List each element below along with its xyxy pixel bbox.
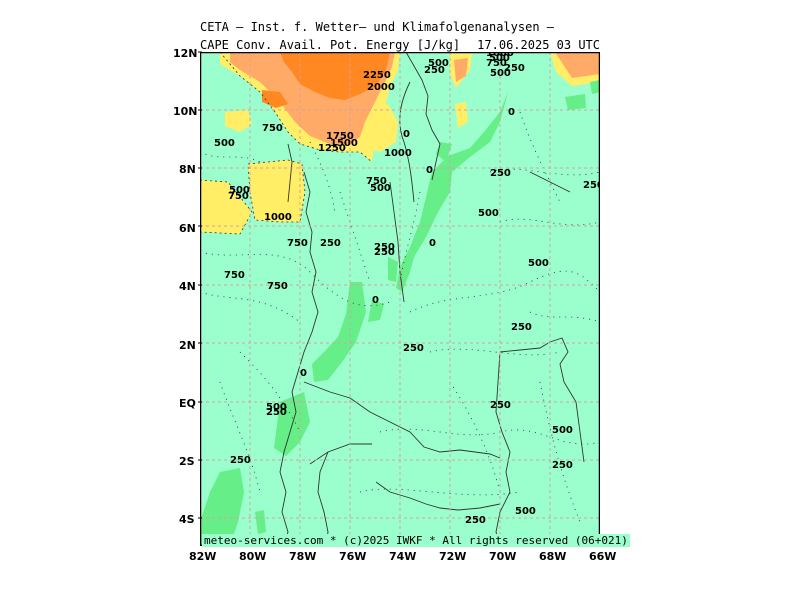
contour-label: 250 bbox=[374, 242, 395, 253]
map-panel: 2250 2000 1750 1500 1250 1000 750 500 25… bbox=[199, 48, 604, 547]
contour-label: 750 bbox=[262, 123, 283, 134]
contour-label: 2250 bbox=[363, 70, 391, 81]
contour-label: 0 bbox=[508, 107, 515, 118]
contour-label: 1000 bbox=[264, 212, 292, 223]
contour-label: 1500 bbox=[330, 138, 358, 149]
contour-label: 500 bbox=[428, 58, 449, 69]
contour-label: 1000 bbox=[384, 148, 412, 159]
contour-label: 500 bbox=[490, 68, 511, 79]
contour-label: 250 bbox=[490, 168, 511, 179]
lat-label: 8N bbox=[179, 163, 196, 176]
contour-label: 250 bbox=[583, 180, 600, 191]
contour-label: 1250 bbox=[318, 143, 346, 154]
contour-label: 250 bbox=[552, 460, 573, 471]
contour-label: 0 bbox=[403, 129, 410, 140]
contour-label: 1750 bbox=[326, 131, 354, 142]
contour-label: 250 bbox=[504, 63, 525, 74]
lon-label: 66W bbox=[589, 550, 616, 563]
lon-label: 70W bbox=[489, 550, 516, 563]
contour-label: 500 bbox=[478, 208, 499, 219]
map-subtitle: CAPE Conv. Avail. Pot. Energy [J/kg] 17.… bbox=[200, 38, 600, 52]
contour-label: 250 bbox=[403, 343, 424, 354]
contour-label: 750 bbox=[366, 176, 387, 187]
contour-label: 0 bbox=[426, 165, 433, 176]
contour-label: 500 bbox=[266, 402, 287, 413]
longitude-axis: 82W 80W 78W 76W 74W 72W 70W 68W 66W bbox=[189, 550, 616, 563]
lon-label: 82W bbox=[189, 550, 216, 563]
contour-label: 500 bbox=[552, 425, 573, 436]
lat-label: EQ bbox=[179, 397, 196, 410]
contour-label: 500 bbox=[489, 53, 510, 64]
map-title: CETA — Inst. f. Wetter— und Klimafolgena… bbox=[200, 20, 555, 34]
contour-label: 500 bbox=[370, 183, 391, 194]
contour-label: 500 bbox=[515, 506, 536, 517]
lat-label: 6N bbox=[179, 222, 196, 235]
lat-label: 4N bbox=[179, 280, 196, 293]
lat-label: 4S bbox=[179, 513, 195, 526]
contour-label: 2000 bbox=[367, 82, 395, 93]
contour-label: 250 bbox=[424, 65, 445, 76]
high-cape-contours bbox=[199, 51, 373, 235]
contour-label: 0 bbox=[300, 368, 307, 379]
contour-label: 250 bbox=[266, 407, 287, 418]
contour-label: 250 bbox=[374, 247, 395, 258]
contour-label: 750 bbox=[267, 281, 288, 292]
contour-label: 250 bbox=[320, 238, 341, 249]
contour-label: 500 bbox=[528, 258, 549, 269]
contour-label: 750 bbox=[287, 238, 308, 249]
lat-label: 12N bbox=[173, 47, 198, 60]
contour-label: 250 bbox=[490, 400, 511, 411]
contour-label: 1000 bbox=[486, 52, 514, 59]
lon-label: 68W bbox=[539, 550, 566, 563]
lon-label: 80W bbox=[239, 550, 266, 563]
coastlines-borders bbox=[279, 51, 585, 547]
contour-label: 250 bbox=[465, 515, 486, 526]
copyright-footer: meteo-services.com * (c)2025 IWKF * All … bbox=[202, 534, 630, 547]
lon-label: 78W bbox=[289, 550, 316, 563]
contour-label: 0 bbox=[372, 295, 379, 306]
contour-label: 500 bbox=[214, 138, 235, 149]
lat-label: 2N bbox=[179, 339, 196, 352]
latlon-grid bbox=[200, 52, 600, 546]
valid-time: 17.06.2025 03 UTC bbox=[477, 38, 600, 52]
contour-label: 750 bbox=[228, 191, 249, 202]
latitude-axis: 12N 10N 8N 6N 4N 2N EQ 2S 4S bbox=[173, 47, 202, 526]
contour-label: 750 bbox=[224, 270, 245, 281]
parameter-label: CAPE Conv. Avail. Pot. Energy [J/kg] bbox=[200, 38, 461, 52]
contour-label: 250 bbox=[230, 455, 251, 466]
lon-label: 74W bbox=[389, 550, 416, 563]
contour-label: 250 bbox=[511, 322, 532, 333]
lon-label: 72W bbox=[439, 550, 466, 563]
contour-label: 0 bbox=[429, 238, 436, 249]
cape-map: 2250 2000 1750 1500 1250 1000 750 500 25… bbox=[199, 48, 604, 547]
contour-value-labels: 2250 2000 1750 1500 1250 1000 750 500 25… bbox=[214, 48, 604, 526]
lat-label: 2S bbox=[179, 455, 195, 468]
lat-label: 10N bbox=[173, 105, 198, 118]
contour-label: 750 bbox=[486, 58, 507, 69]
contour-label: 500 bbox=[229, 185, 250, 196]
lon-label: 76W bbox=[339, 550, 366, 563]
